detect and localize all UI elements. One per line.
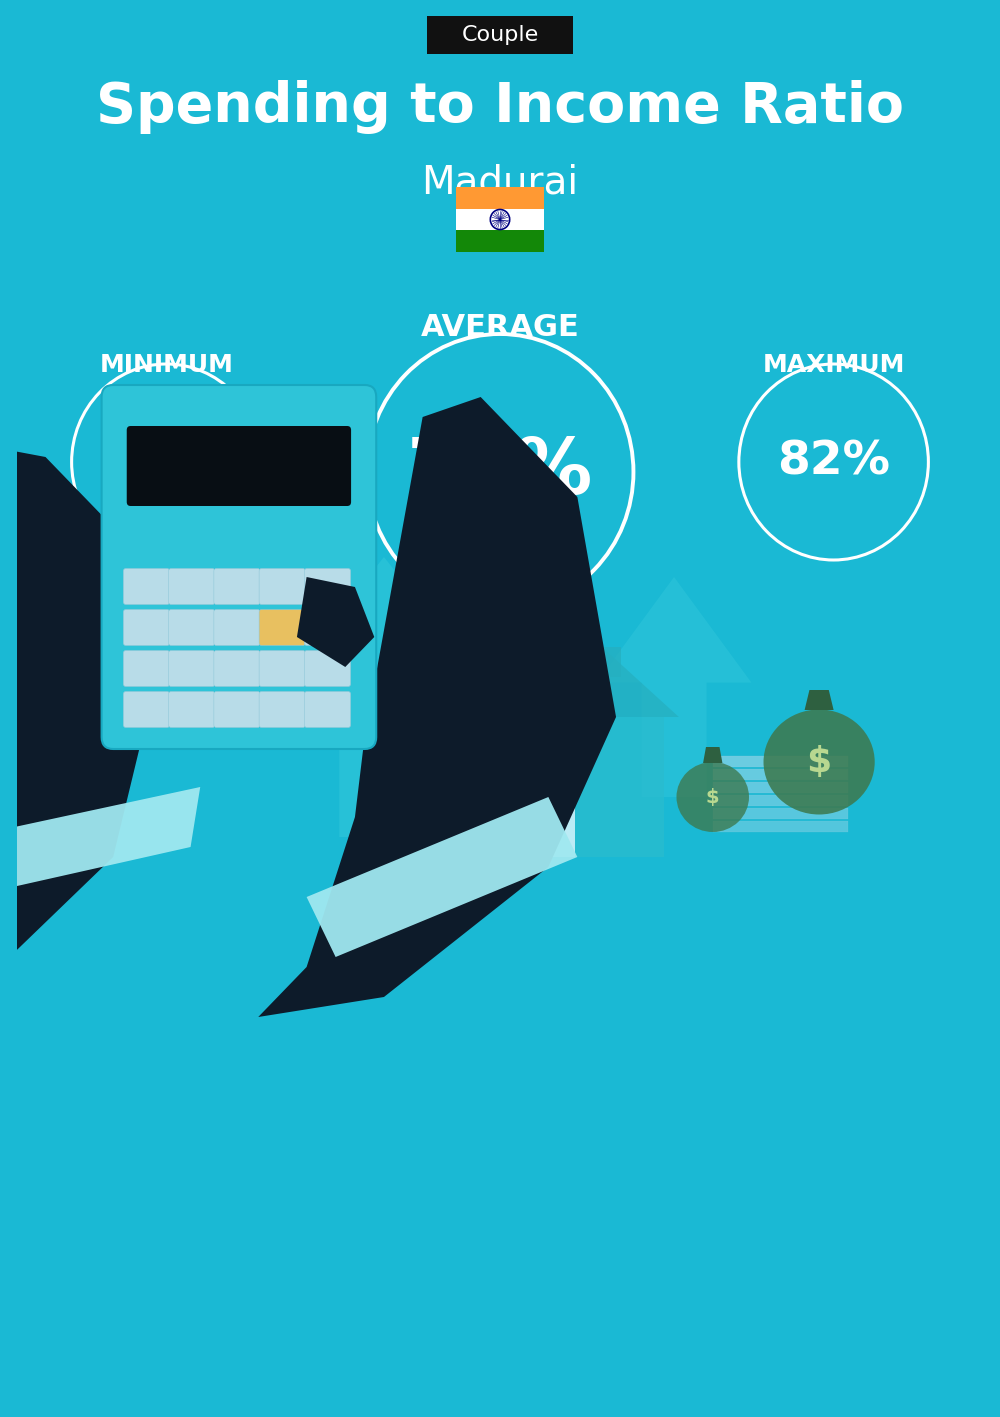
Polygon shape (452, 717, 664, 857)
Text: $: $ (806, 745, 832, 779)
FancyBboxPatch shape (214, 691, 260, 727)
Text: Madurai: Madurai (421, 163, 579, 201)
Polygon shape (0, 786, 200, 897)
FancyBboxPatch shape (214, 609, 260, 646)
FancyBboxPatch shape (169, 650, 215, 686)
Text: Couple: Couple (461, 26, 539, 45)
Ellipse shape (764, 710, 875, 815)
Text: Spending to Income Ratio: Spending to Income Ratio (96, 79, 904, 135)
FancyBboxPatch shape (259, 650, 305, 686)
Polygon shape (307, 796, 577, 956)
FancyBboxPatch shape (123, 568, 170, 605)
FancyBboxPatch shape (123, 691, 170, 727)
FancyBboxPatch shape (259, 609, 305, 646)
Polygon shape (713, 782, 848, 794)
Polygon shape (258, 397, 616, 1017)
FancyBboxPatch shape (169, 691, 215, 727)
FancyBboxPatch shape (123, 609, 170, 646)
Polygon shape (713, 757, 848, 767)
FancyBboxPatch shape (304, 609, 351, 646)
Polygon shape (0, 436, 142, 1017)
Text: 74%: 74% (407, 434, 593, 510)
Polygon shape (437, 606, 679, 717)
Polygon shape (713, 769, 848, 779)
Polygon shape (703, 747, 722, 762)
Text: $: $ (706, 788, 720, 806)
Bar (456, 208, 544, 231)
Polygon shape (278, 557, 490, 837)
Text: MINIMUM: MINIMUM (99, 353, 233, 377)
Text: 68%: 68% (110, 439, 223, 485)
Text: MAXIMUM: MAXIMUM (762, 353, 905, 377)
Text: AVERAGE: AVERAGE (421, 313, 579, 341)
Ellipse shape (676, 762, 749, 832)
FancyBboxPatch shape (127, 427, 351, 506)
FancyBboxPatch shape (304, 650, 351, 686)
FancyBboxPatch shape (102, 385, 376, 750)
Polygon shape (297, 577, 374, 667)
Bar (456, 231, 544, 252)
FancyBboxPatch shape (214, 650, 260, 686)
Polygon shape (597, 577, 751, 796)
FancyBboxPatch shape (427, 16, 573, 54)
Polygon shape (713, 795, 848, 806)
Bar (456, 187, 544, 208)
Text: 82%: 82% (777, 439, 890, 485)
Polygon shape (713, 808, 848, 819)
Polygon shape (541, 792, 575, 857)
FancyBboxPatch shape (169, 609, 215, 646)
Polygon shape (805, 690, 834, 710)
Polygon shape (597, 648, 621, 677)
FancyBboxPatch shape (123, 650, 170, 686)
FancyBboxPatch shape (304, 691, 351, 727)
FancyBboxPatch shape (169, 568, 215, 605)
FancyBboxPatch shape (259, 691, 305, 727)
FancyBboxPatch shape (214, 568, 260, 605)
FancyBboxPatch shape (304, 568, 351, 605)
FancyBboxPatch shape (259, 568, 305, 605)
Polygon shape (713, 820, 848, 832)
